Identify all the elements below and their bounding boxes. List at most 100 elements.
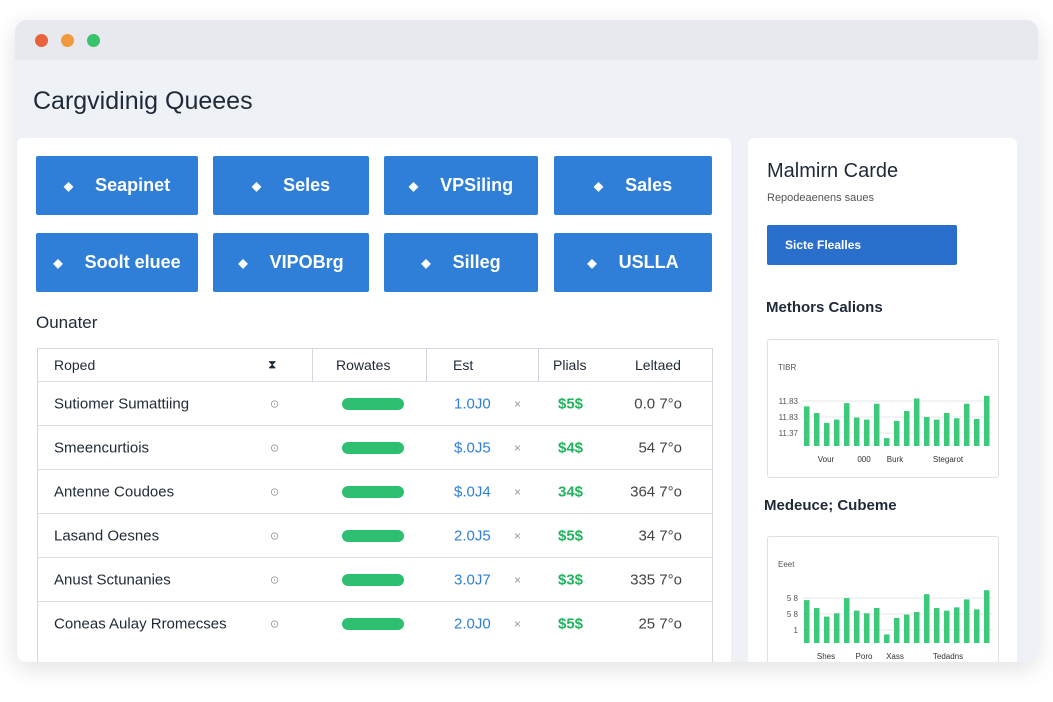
table-row: Coneas Aulay Rromecses ⊙ 2.0J0 × $5$ 25 7°o bbox=[38, 601, 712, 646]
y-label: 11.83 bbox=[779, 413, 799, 422]
row-name: Anust Sctunanies bbox=[54, 571, 171, 589]
chart-bar bbox=[924, 594, 930, 643]
table-row: Sutiomer Sumattiing ⊙ 1.0J0 × $5$ 0.0 7°o bbox=[38, 381, 712, 426]
action-button[interactable]: ◆ Seapinet bbox=[36, 156, 198, 215]
row-icon[interactable]: ⊙ bbox=[270, 618, 280, 631]
row-remove[interactable]: × bbox=[514, 441, 522, 455]
row-value: 3.0J7 bbox=[454, 571, 491, 589]
y-label: 11.83 bbox=[779, 397, 799, 406]
row-icon[interactable]: ⊙ bbox=[270, 442, 280, 455]
title-bar bbox=[15, 20, 1038, 60]
chart-bar bbox=[834, 419, 840, 446]
action-button[interactable]: ◆ VIPOBrg bbox=[213, 233, 369, 292]
table-row: Smeencurtiois ⊙ $.0J5 × $4$ 54 7°o bbox=[38, 425, 712, 470]
side-button[interactable]: Sicte Flealles bbox=[767, 225, 957, 265]
row-rate: 34 7°o bbox=[638, 527, 682, 545]
row-remove[interactable]: × bbox=[514, 397, 522, 411]
action-button[interactable]: ◆ Sales bbox=[554, 156, 712, 215]
y-label: 5 8 bbox=[787, 594, 799, 603]
chart-bar bbox=[804, 600, 810, 643]
row-rate: 25 7°o bbox=[638, 615, 682, 633]
action-button[interactable]: ◆ Soolt eluee bbox=[36, 233, 198, 292]
chart-bar bbox=[824, 422, 830, 446]
chart-bar bbox=[864, 419, 870, 446]
action-button[interactable]: ◆ Seles bbox=[213, 156, 369, 215]
chart-bar bbox=[954, 418, 960, 446]
chart-bar bbox=[974, 609, 980, 643]
row-remove[interactable]: × bbox=[514, 485, 522, 499]
chart-bar bbox=[904, 614, 910, 643]
status-pill bbox=[342, 530, 404, 542]
chart-bar bbox=[804, 406, 810, 446]
button-icon: ◆ bbox=[421, 255, 431, 270]
button-label: Silleg bbox=[452, 252, 501, 272]
row-name: Coneas Aulay Rromecses bbox=[54, 615, 227, 633]
chart-bar bbox=[874, 608, 880, 643]
row-remove[interactable]: × bbox=[514, 529, 522, 543]
side-panel: Malmirn Carde Repodeaenens saues Sicte Fle… bbox=[748, 138, 1017, 662]
button-icon: ◆ bbox=[63, 178, 74, 193]
row-value: $.0J5 bbox=[454, 439, 491, 457]
row-rate: 54 7°o bbox=[638, 439, 682, 457]
row-value: $.0J4 bbox=[454, 483, 491, 501]
x-label: Poro bbox=[856, 652, 873, 661]
chart-bar bbox=[884, 634, 890, 643]
table-row: Antenne Coudoes ⊙ $.0J4 × 34$ 364 7°o bbox=[38, 469, 712, 514]
table-row: Lasand Oesnes ⊙ 2.0J5 × $5$ 34 7°o bbox=[38, 513, 712, 558]
x-label: Tedadns bbox=[933, 652, 963, 661]
table: Roped Rowates Est Plials Leltaed ⧗ Sutiomer Su… bbox=[37, 348, 713, 662]
row-icon[interactable]: ⊙ bbox=[270, 486, 280, 499]
row-remove[interactable]: × bbox=[514, 617, 522, 631]
chart-bar bbox=[914, 611, 920, 643]
x-label: Burk bbox=[887, 455, 904, 464]
action-button[interactable]: ◆ VPSiling bbox=[384, 156, 538, 215]
section-title: Ounater bbox=[36, 313, 98, 332]
status-pill bbox=[342, 442, 404, 454]
action-button[interactable]: ◆ Silleg bbox=[384, 233, 538, 292]
y-label: TIBR bbox=[778, 363, 796, 372]
chart-bar bbox=[814, 608, 820, 643]
button-label: Seapinet bbox=[95, 175, 171, 195]
x-label: Xass bbox=[886, 652, 904, 661]
chart-bar bbox=[934, 608, 940, 643]
column-header: Est bbox=[453, 357, 474, 373]
window: Cargvidinig Queees ◆ Seapinet ◆ Seles ◆ VPSil… bbox=[15, 20, 1038, 662]
button-label: Sales bbox=[625, 175, 673, 195]
chart-bar bbox=[814, 413, 820, 446]
page-title: Cargvidinig Queees bbox=[33, 87, 253, 115]
row-remove[interactable]: × bbox=[514, 573, 522, 587]
y-label: 5 8 bbox=[787, 610, 799, 619]
status-pill bbox=[342, 574, 404, 586]
max-dot[interactable] bbox=[87, 34, 100, 47]
chart-bar bbox=[944, 610, 950, 643]
x-label: Vour bbox=[818, 455, 835, 464]
row-icon[interactable]: ⊙ bbox=[270, 530, 280, 543]
row-value: 1.0J0 bbox=[454, 395, 491, 413]
status-pill bbox=[342, 618, 404, 630]
chart-bar bbox=[964, 599, 970, 643]
button-icon: ◆ bbox=[587, 255, 597, 270]
button-label: VIPOBrg bbox=[269, 252, 344, 272]
x-label: Stegarot bbox=[933, 455, 964, 464]
side-subtitle: Repodeaenens saues bbox=[767, 192, 875, 204]
sort-icon[interactable]: ⧗ bbox=[268, 357, 277, 372]
row-price: 34$ bbox=[558, 483, 584, 501]
button-icon: ◆ bbox=[593, 178, 604, 193]
button-icon: ◆ bbox=[408, 178, 419, 193]
table-row: Anust Sctunanies ⊙ 3.0J7 × $3$ 335 7°o bbox=[38, 557, 712, 602]
column-header: Leltaed bbox=[635, 357, 681, 373]
chart-card: Eeet 5 8 5 8 1 Shes Poro Xass Tedadns bbox=[767, 536, 999, 662]
row-name: Smeencurtiois bbox=[54, 439, 150, 457]
min-dot[interactable] bbox=[61, 34, 74, 47]
chart-bar bbox=[944, 413, 950, 446]
chart-bar bbox=[984, 395, 990, 446]
row-price: $5$ bbox=[558, 615, 584, 633]
row-icon[interactable]: ⊙ bbox=[270, 574, 280, 587]
chart-bar bbox=[914, 398, 920, 446]
chart-bar bbox=[984, 590, 990, 643]
close-dot[interactable] bbox=[35, 34, 48, 47]
chart-bar bbox=[924, 416, 930, 446]
row-icon[interactable]: ⊙ bbox=[270, 398, 280, 411]
action-button[interactable]: ◆ USLLA bbox=[554, 233, 712, 292]
y-label: 1 bbox=[794, 626, 799, 635]
